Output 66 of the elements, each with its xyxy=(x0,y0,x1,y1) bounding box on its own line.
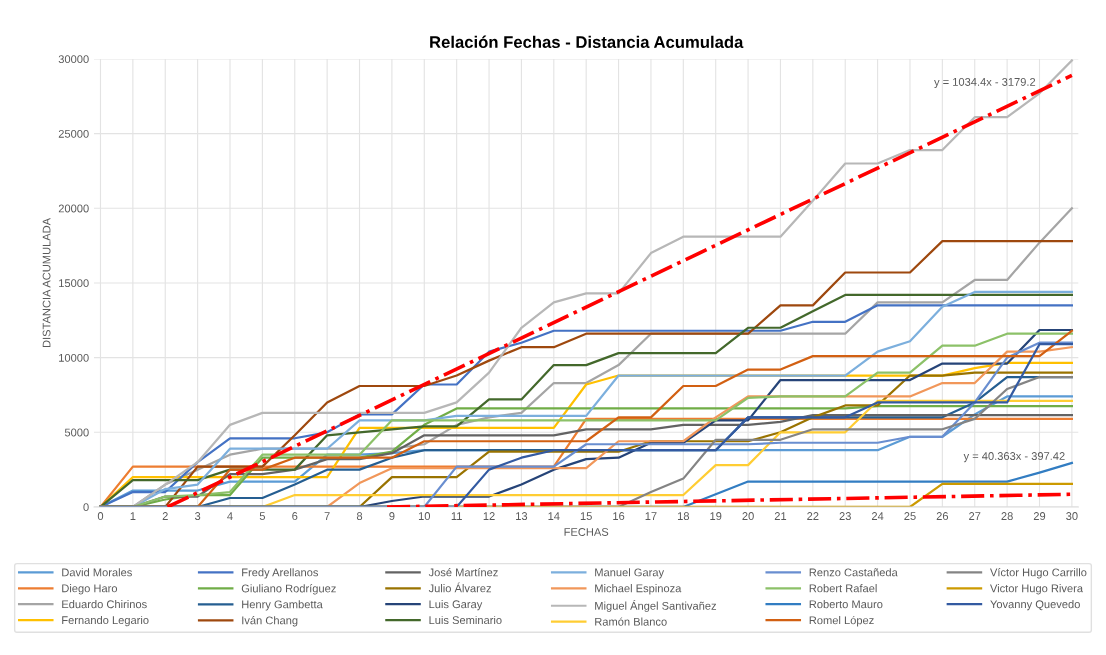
x-tick-label: 2 xyxy=(162,512,168,520)
x-tick-label: 30 xyxy=(1066,512,1078,520)
legend-label: Michael Espinoza xyxy=(595,584,682,595)
x-tick-label: 12 xyxy=(483,512,495,520)
legend-label: Fredy Arellanos xyxy=(242,568,319,579)
legend-label: Luis Seminario xyxy=(429,615,502,625)
x-tick-label: 8 xyxy=(356,512,363,520)
x-axis-title: FECHAS xyxy=(564,528,609,536)
legend-label: Julio Álvarez xyxy=(428,582,492,593)
legend-label: Victor Hugo Rivera xyxy=(990,584,1084,595)
x-tick-label: 0 xyxy=(97,512,104,520)
x-tick-label: 7 xyxy=(324,512,330,520)
x-tick-label: 16 xyxy=(613,512,625,520)
legend-label: Roberto Mauro xyxy=(809,600,883,609)
legend-label: Iván Chang xyxy=(242,616,298,627)
x-tick-label: 17 xyxy=(645,512,657,520)
x-tick-label: 21 xyxy=(774,512,787,520)
legend-label: Romel López xyxy=(809,615,874,627)
x-tick-label: 19 xyxy=(710,512,722,520)
y-tick-label: 20000 xyxy=(58,204,89,213)
x-tick-label: 1 xyxy=(130,512,136,520)
x-tick-label: 24 xyxy=(871,512,884,520)
legend-label: Ramón Blanco xyxy=(595,617,667,626)
legend-label: Eduardo Chirinos xyxy=(62,600,147,609)
legend-label: José Martínez xyxy=(428,568,498,577)
y-tick-label: 15000 xyxy=(59,279,89,288)
x-tick-label: 14 xyxy=(548,512,560,520)
legend-label: Robert Rafael xyxy=(809,584,877,593)
legend-label: Diego Haro xyxy=(62,584,118,595)
annotation: y = 1034.4x - 3179.2 xyxy=(934,78,1036,89)
x-tick-label: 15 xyxy=(580,512,592,520)
legend-label: Renzo Castañeda xyxy=(809,568,898,577)
x-tick-label: 10 xyxy=(418,512,431,520)
legend-label: Luis Garay xyxy=(429,600,483,611)
x-tick-label: 3 xyxy=(194,512,201,520)
x-tick-label: 26 xyxy=(936,512,949,520)
x-tick-label: 23 xyxy=(839,512,851,520)
x-tick-label: 9 xyxy=(389,512,395,520)
legend-label: Fernando Legario xyxy=(62,615,149,627)
x-tick-label: 13 xyxy=(516,512,528,520)
y-axis-title: DISTANCIA ACUMULADA xyxy=(42,217,51,348)
legend-label: Manuel Garay xyxy=(595,568,665,579)
legend-label: Giuliano Rodríguez xyxy=(241,584,336,595)
x-tick-label: 28 xyxy=(1001,512,1013,520)
y-tick-label: 25000 xyxy=(58,129,89,138)
x-tick-label: 5 xyxy=(259,512,266,520)
legend-label: Yovanny Quevedo xyxy=(990,600,1080,611)
legend-label: Víctor Hugo Carrillo xyxy=(990,568,1087,579)
x-tick-label: 25 xyxy=(904,512,916,520)
x-tick-label: 18 xyxy=(677,512,690,520)
y-tick-label: 10000 xyxy=(59,353,89,362)
y-tick-label: 0 xyxy=(83,503,89,512)
legend-label: Miguel Ángel Santivañez xyxy=(595,600,717,612)
x-tick-label: 4 xyxy=(227,512,233,520)
legend-label: Henry Gambetta xyxy=(242,600,323,611)
x-tick-label: 29 xyxy=(1033,512,1046,520)
y-tick-label: 5000 xyxy=(64,428,89,437)
legend-label: David Morales xyxy=(62,568,132,577)
x-tick-label: 20 xyxy=(742,512,754,520)
annotation: y = 40.363x - 397.42 xyxy=(963,452,1065,463)
x-tick-label: 6 xyxy=(292,512,298,520)
x-tick-label: 22 xyxy=(807,512,819,520)
chart-title: Relación Fechas - Distancia Acumulada xyxy=(430,35,744,48)
x-tick-label: 11 xyxy=(451,512,462,520)
x-tick-label: 27 xyxy=(969,512,981,520)
y-tick-label: 30000 xyxy=(58,55,89,64)
